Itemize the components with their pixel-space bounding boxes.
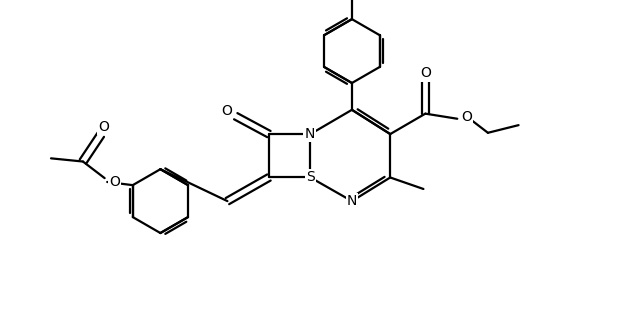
Text: O: O bbox=[461, 111, 472, 124]
Text: O: O bbox=[109, 175, 120, 189]
Text: O: O bbox=[420, 66, 431, 80]
Text: N: N bbox=[347, 194, 357, 208]
Text: S: S bbox=[306, 171, 315, 185]
Text: O: O bbox=[221, 104, 232, 118]
Text: O: O bbox=[98, 120, 109, 134]
Text: N: N bbox=[305, 127, 315, 141]
